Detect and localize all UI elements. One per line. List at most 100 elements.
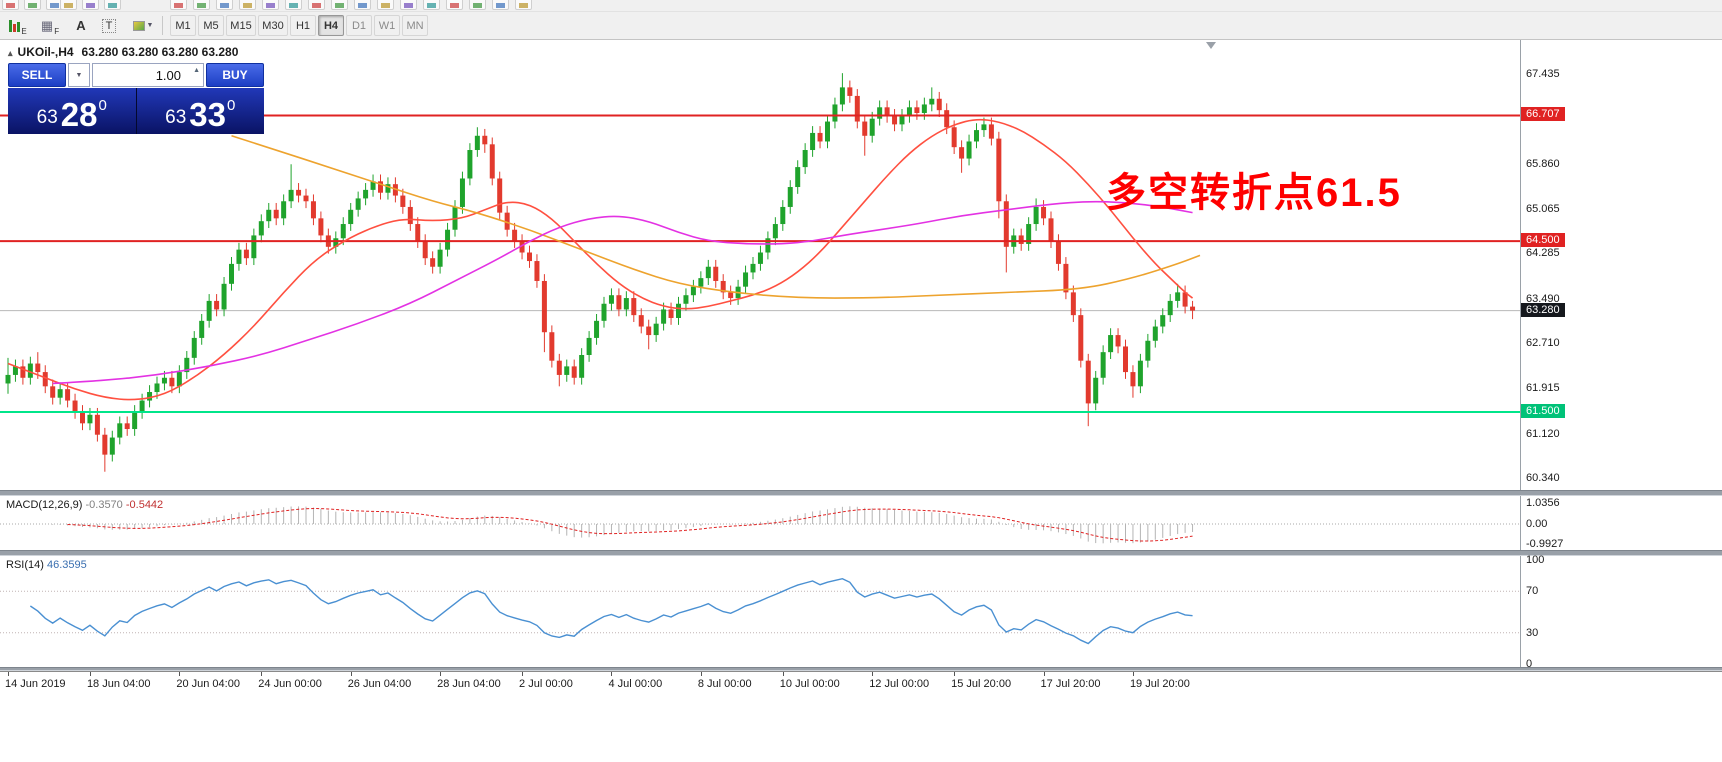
horizontal-line-icon[interactable]	[239, 0, 256, 10]
chart-candles-icon[interactable]	[60, 0, 77, 10]
panel-toggle-icon[interactable]: ▴	[8, 48, 13, 58]
volume-input[interactable]: 1.00 ▲	[92, 63, 204, 87]
time-axis-label: 26 Jun 04:00	[347, 678, 412, 690]
arrow-icon[interactable]	[354, 0, 371, 10]
objects-grid-icon[interactable]: ▦ F	[40, 17, 60, 37]
fibonacci-icon[interactable]	[308, 0, 325, 10]
buy-price-big: 33	[189, 96, 226, 134]
time-axis[interactable]: 14 Jun 2019 18 Jun 04:00 20 Jun 04:00 24 Ju…	[0, 671, 1722, 695]
price-axis-badge: 64.500	[1521, 233, 1565, 248]
time-axis-tick	[261, 672, 263, 676]
time-axis-label: 28 Jun 04:00	[437, 678, 501, 690]
ma-slow-orange	[231, 135, 1201, 299]
price-axis-badge: 61.500	[1521, 403, 1565, 418]
main-chart[interactable]	[0, 40, 1722, 490]
label-tool-icon[interactable]: T	[98, 15, 120, 36]
macd-name: MACD(12,26,9)	[6, 499, 83, 511]
chart-title: ▴ UKOil-,H4 63.280 63.280 63.280 63.280	[8, 45, 238, 59]
macd-signal-value: -0.5442	[125, 499, 164, 511]
buy-button[interactable]: BUY	[206, 63, 264, 87]
macd-main-value: -0.3570	[85, 499, 123, 511]
help-icon[interactable]	[515, 0, 532, 10]
price-axis-badge: 66.707	[1521, 107, 1565, 122]
rsi-label: RSI(14) 46.3595	[6, 559, 87, 571]
periods-icon[interactable]	[423, 0, 440, 10]
indicators-icon[interactable]	[400, 0, 417, 10]
candles-layer	[5, 73, 1196, 472]
time-axis-label: 18 Jun 04:00	[86, 678, 151, 690]
rsi-axis-label: 100	[1526, 554, 1545, 566]
volume-up-icon[interactable]: ▲	[193, 67, 200, 74]
time-axis-tick	[350, 672, 352, 676]
symbol-period-label: UKOil-,H4	[17, 45, 74, 59]
buy-price-sup: 0	[227, 97, 236, 114]
timeframe-button-M1[interactable]: M1	[170, 15, 196, 36]
order-buy-icon[interactable]	[2, 0, 19, 10]
price-axis-badge: 63.280	[1521, 302, 1565, 317]
panel-separator[interactable]	[0, 490, 1722, 496]
toolbar-separator	[162, 16, 163, 35]
macd-panel[interactable]	[0, 496, 1722, 550]
time-axis-tick	[872, 672, 874, 676]
time-axis-label: 15 Jul 20:00	[951, 678, 1012, 690]
price-axis-label: 67.435	[1526, 68, 1560, 80]
tile-windows-icon[interactable]	[469, 0, 486, 10]
price-axis-label: 62.710	[1526, 337, 1560, 350]
timeframe-button-M5[interactable]: M5	[198, 15, 224, 36]
cursor-icon[interactable]	[170, 0, 187, 10]
vertical-line-icon[interactable]	[216, 0, 233, 10]
text-annotation-icon[interactable]: A	[76, 18, 86, 33]
style-fill-icon[interactable]: ▼	[126, 15, 160, 36]
order-options-dropdown[interactable]: ▼	[68, 63, 90, 87]
indicators-chart-icon[interactable]: E	[4, 15, 32, 36]
macd-histogram	[44, 506, 1194, 544]
time-axis-tick	[700, 672, 702, 676]
time-axis-label: 14 Jun 2019	[5, 678, 66, 690]
price-axis-label: 63.490	[1526, 292, 1560, 305]
trendline-icon[interactable]	[262, 0, 279, 10]
time-axis-tick	[8, 672, 9, 676]
zoom-in-icon[interactable]	[104, 0, 121, 10]
macd-axis-label: 1.0356	[1526, 496, 1560, 509]
time-axis-label: 4 Jul 00:00	[608, 678, 663, 690]
templates-icon[interactable]	[446, 0, 463, 10]
price-axis-label: 64.285	[1526, 247, 1560, 260]
macd-signal-line	[67, 508, 1193, 542]
buy-price-display[interactable]: 63 33 0	[136, 88, 264, 134]
time-axis-label: 10 Jul 00:00	[779, 678, 840, 690]
timeframe-button-H1[interactable]: H1	[290, 15, 316, 36]
time-axis-tick	[611, 672, 613, 676]
time-axis-label: 12 Jul 00:00	[869, 678, 930, 690]
time-axis-tick	[1043, 672, 1045, 676]
chart-text-annotation: 多空转折点61.5	[1106, 171, 1402, 215]
rsi-value: 46.3595	[46, 559, 87, 571]
channel-icon[interactable]	[285, 0, 302, 10]
timeframe-button-D1[interactable]: D1	[346, 15, 372, 36]
shapes-icon[interactable]	[331, 0, 348, 10]
crosshair-icon[interactable]	[193, 0, 210, 10]
text-label-icon[interactable]	[377, 0, 394, 10]
rsi-axis-label: 0	[1526, 658, 1533, 670]
rsi-panel[interactable]	[0, 556, 1722, 667]
sell-button[interactable]: SELL	[8, 63, 66, 87]
subscript-E: E	[21, 27, 27, 36]
timeframe-button-MN[interactable]: MN	[402, 15, 428, 36]
order-sell-icon[interactable]	[24, 0, 41, 10]
timeframe-button-M15[interactable]: M15	[226, 15, 256, 36]
time-axis-label: 2 Jul 00:00	[519, 678, 573, 690]
auto-trading-icon[interactable]	[492, 0, 509, 10]
timeframe-button-M30[interactable]: M30	[258, 15, 288, 36]
toolbar-main: E ▦ F A T ▼ M1 M5 M15 M30 H1 H4 D1 W1 MN	[0, 12, 1722, 40]
sell-price-display[interactable]: 63 28 0	[8, 88, 136, 134]
panel-separator[interactable]	[0, 667, 1722, 671]
timeframe-button-H4[interactable]: H4	[318, 15, 344, 36]
chart-shift-marker-icon[interactable]	[1206, 42, 1216, 49]
time-axis-tick	[782, 672, 784, 676]
panel-separator[interactable]	[0, 550, 1722, 556]
timeframe-button-W1[interactable]: W1	[374, 15, 400, 36]
chart-line-icon[interactable]	[82, 0, 99, 10]
sell-price-sup: 0	[98, 97, 107, 114]
price-axis-label: 65.860	[1526, 157, 1560, 170]
price-axis-label: 61.120	[1526, 427, 1560, 440]
